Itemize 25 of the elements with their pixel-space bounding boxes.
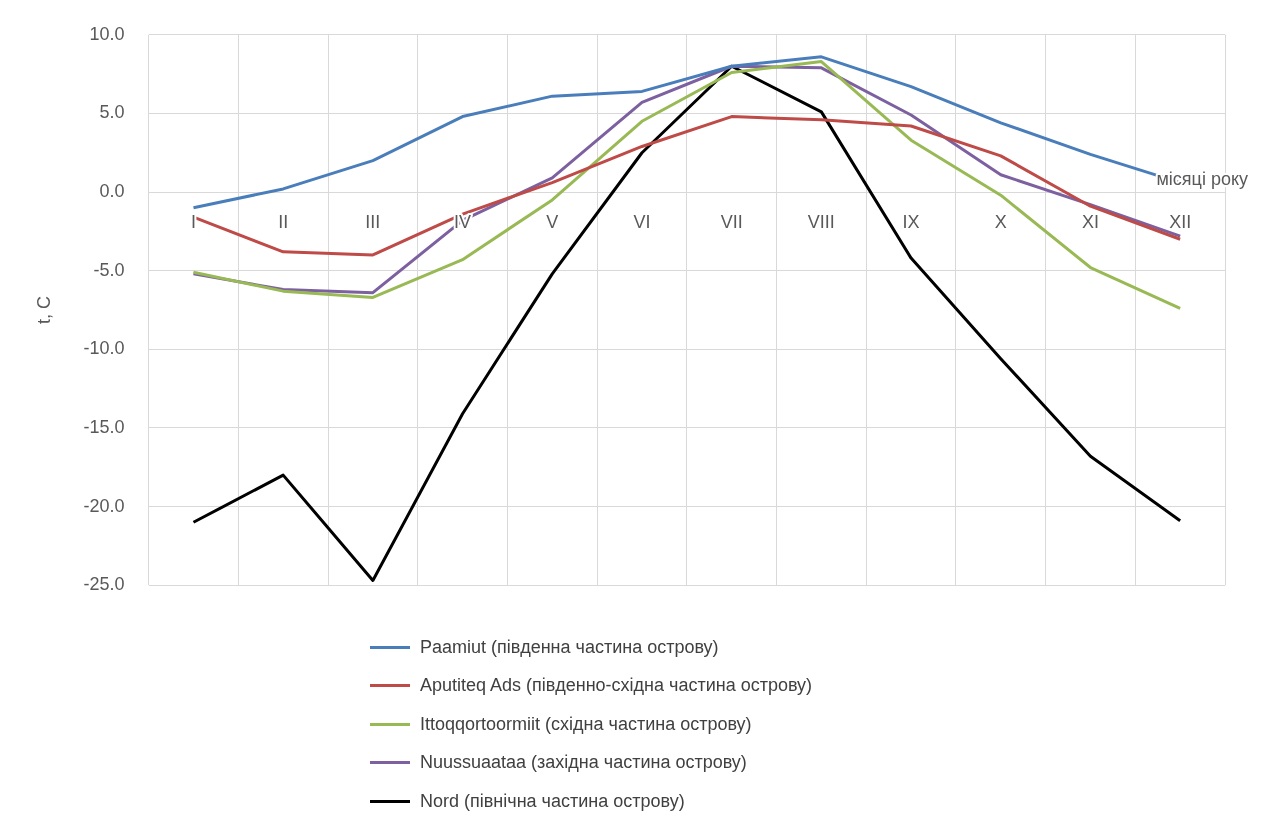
y-tick-label: 0.0 [99, 181, 125, 202]
x-tick-label: II [278, 212, 289, 233]
y-tick-label: -15.0 [83, 416, 125, 437]
x-tick-label: IX [902, 212, 920, 233]
y-tick-label: 10.0 [89, 23, 125, 44]
x-tick-label: X [994, 212, 1007, 233]
x-tick-label: VIII [807, 212, 835, 233]
x-tick-label: V [546, 212, 559, 233]
y-tick-label: -25.0 [83, 574, 125, 595]
y-tick-label: -10.0 [83, 338, 125, 359]
x-tick-label: XI [1081, 212, 1099, 233]
x-tick-label: XII [1169, 212, 1192, 233]
legend-label: Paamiut (південна частина острову) [420, 636, 719, 658]
y-tick-label: 5.0 [99, 102, 125, 123]
y-tick-label: -20.0 [83, 495, 125, 516]
x-tick-label: VI [633, 212, 651, 233]
legend-label: Aputiteq Ads (південно-східна частина острову) [420, 675, 813, 697]
x-tick-label: VII [720, 212, 743, 233]
x-tick-label: I [190, 212, 196, 233]
y-axis-title: t, C [33, 295, 54, 325]
x-tick-label: III [365, 212, 381, 233]
legend-label: Nord (північна частина острову) [420, 790, 685, 812]
y-tick-label: -5.0 [93, 259, 125, 280]
legend-label: Nuussuaataa (західна частина острову) [420, 752, 747, 774]
legend-label: Ittoqqortoormiit (східна частина острову) [420, 713, 752, 735]
